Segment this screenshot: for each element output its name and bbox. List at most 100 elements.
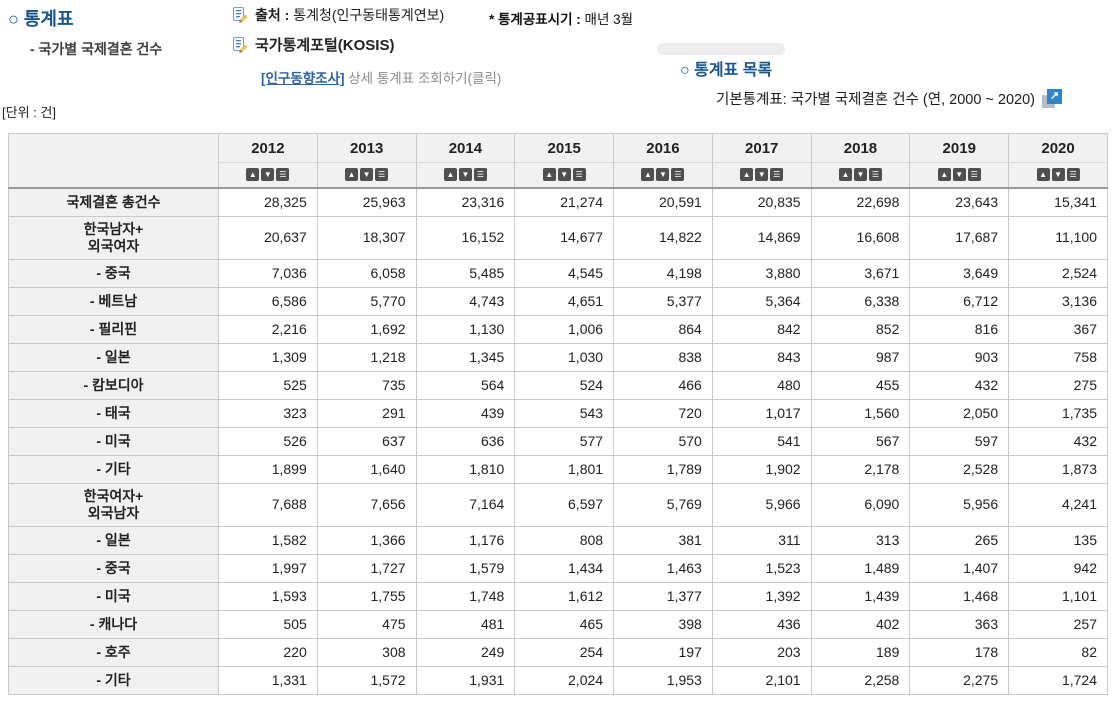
external-link-icon[interactable]: ↗	[1042, 89, 1062, 108]
row-label: - 캐나다	[8, 609, 219, 639]
sort-list-button[interactable]: ☰	[671, 168, 685, 182]
data-cell: 3,880	[711, 258, 812, 288]
data-cell: 524	[514, 370, 615, 400]
sort-asc-button[interactable]: ▲	[542, 168, 556, 182]
data-cell: 1,902	[711, 454, 812, 484]
data-cell: 1,810	[415, 454, 516, 484]
data-cell: 808	[514, 525, 615, 555]
sort-desc-button[interactable]: ▼	[360, 168, 374, 182]
sort-list-button[interactable]: ☰	[1066, 168, 1080, 182]
year-column-header: 2014	[415, 133, 516, 163]
sort-desc-button[interactable]: ▼	[261, 168, 275, 182]
data-cell: 432	[909, 370, 1010, 400]
sort-asc-button[interactable]: ▲	[838, 168, 852, 182]
data-cell: 1,692	[316, 314, 417, 344]
data-cell: 1,612	[514, 581, 615, 611]
data-cell: 903	[909, 342, 1010, 372]
sort-asc-button[interactable]: ▲	[1036, 168, 1050, 182]
data-cell: 1,735	[1008, 398, 1108, 428]
data-cell: 1,130	[415, 314, 516, 344]
data-cell: 28,325	[218, 187, 318, 217]
sort-list-button[interactable]: ☰	[967, 168, 981, 182]
sort-asc-button[interactable]: ▲	[345, 168, 359, 182]
sort-list-button[interactable]: ☰	[572, 168, 586, 182]
sort-desc-button[interactable]: ▼	[755, 168, 769, 182]
data-cell: 1,755	[316, 581, 417, 611]
data-cell: 311	[711, 525, 812, 555]
data-cell: 637	[316, 426, 417, 456]
row-label: - 중국	[8, 258, 219, 288]
data-cell: 5,377	[613, 286, 713, 316]
data-cell: 942	[1008, 553, 1108, 583]
sort-asc-button[interactable]: ▲	[246, 168, 260, 182]
row-label: - 베트남	[8, 286, 219, 316]
data-cell: 22,698	[810, 187, 911, 217]
sort-desc-button[interactable]: ▼	[853, 168, 867, 182]
data-cell: 6,090	[810, 482, 911, 527]
sort-asc-button[interactable]: ▲	[937, 168, 951, 182]
sort-desc-button[interactable]: ▼	[952, 168, 966, 182]
data-cell: 852	[810, 314, 911, 344]
data-cell: 2,216	[218, 314, 318, 344]
table-row: - 태국 323 291 439 543 720 1,017 1,560 2,050 1,735	[8, 398, 1108, 428]
sort-list-button[interactable]: ☰	[276, 168, 290, 182]
data-cell: 577	[514, 426, 615, 456]
table-row: - 중국 7,036 6,058 5,485 4,545 4,198 3,880 3,671 3…	[8, 258, 1108, 288]
data-cell: 526	[218, 426, 318, 456]
row-label: - 필리핀	[8, 314, 219, 344]
sort-list-button[interactable]: ☰	[770, 168, 784, 182]
data-cell: 6,058	[316, 258, 417, 288]
data-cell: 1,801	[514, 454, 615, 484]
table-row: - 캄보디아 525 735 564 524 466 480 455 432 275	[8, 370, 1108, 400]
sort-asc-button[interactable]: ▲	[740, 168, 754, 182]
sort-controls-cell: ▲ ▼ ☰	[810, 162, 911, 189]
data-cell: 1,724	[1008, 665, 1108, 695]
sort-asc-button[interactable]: ▲	[443, 168, 457, 182]
data-cell: 11,100	[1008, 215, 1108, 260]
international-marriage-table: 2012 2013 2014 2015 2016 2017 2018 2019 2020 ▲ ▼ ☰…	[8, 133, 1108, 695]
year-column-header: 2019	[909, 133, 1010, 163]
year-column-header: 2016	[613, 133, 713, 163]
sort-list-button[interactable]: ☰	[473, 168, 487, 182]
sort-asc-button[interactable]: ▲	[641, 168, 655, 182]
data-cell: 7,036	[218, 258, 318, 288]
data-cell: 178	[909, 637, 1010, 667]
data-cell: 720	[613, 398, 713, 428]
row-label: - 기타	[8, 454, 219, 484]
sort-list-button[interactable]: ☰	[868, 168, 882, 182]
data-cell: 1,579	[415, 553, 516, 583]
survey-link[interactable]: [인구동향조사]	[261, 71, 345, 86]
row-label: - 기타	[8, 665, 219, 695]
sort-desc-button[interactable]: ▼	[557, 168, 571, 182]
data-cell: 381	[613, 525, 713, 555]
data-cell: 1,640	[316, 454, 417, 484]
data-cell: 505	[218, 609, 318, 639]
sort-controls-cell: ▲ ▼ ☰	[514, 162, 615, 189]
sort-list-button[interactable]: ☰	[375, 168, 389, 182]
data-cell: 2,024	[514, 665, 615, 695]
data-cell: 541	[711, 426, 812, 456]
table-row: - 기타 1,899 1,640 1,810 1,801 1,789 1,902 2,178 2…	[8, 454, 1108, 484]
sort-controls-cell: ▲ ▼ ☰	[909, 162, 1010, 189]
source-line: 출처 : 통계청(인구동태통계연보)	[232, 5, 444, 25]
sort-desc-button[interactable]: ▼	[458, 168, 472, 182]
data-cell: 275	[1008, 370, 1108, 400]
sort-desc-button[interactable]: ▼	[656, 168, 670, 182]
table-row: 한국남자+ 외국여자 20,637 18,307 16,152 14,677 14,822…	[8, 215, 1108, 260]
table-row: - 미국 1,593 1,755 1,748 1,612 1,377 1,392 1,439 1…	[8, 581, 1108, 611]
data-cell: 636	[415, 426, 516, 456]
data-cell: 564	[415, 370, 516, 400]
data-cell: 367	[1008, 314, 1108, 344]
data-cell: 466	[613, 370, 713, 400]
row-label: - 미국	[8, 426, 219, 456]
table-row: - 미국 526 637 636 577 570 541 567 597 432	[8, 426, 1108, 456]
sort-desc-button[interactable]: ▼	[1051, 168, 1065, 182]
data-cell: 4,241	[1008, 482, 1108, 527]
data-cell: 15,341	[1008, 187, 1108, 217]
document-edit-icon	[233, 36, 248, 53]
table-row: 한국여자+ 외국남자 7,688 7,656 7,164 6,597 5,769 5,966…	[8, 482, 1108, 527]
table-list-item: 기본통계표: 국가별 국제결혼 건수 (연, 2000 ~ 2020) ↗	[716, 88, 1062, 109]
data-cell: 465	[514, 609, 615, 639]
data-cell: 439	[415, 398, 516, 428]
row-label: 한국남자+ 외국여자	[8, 215, 219, 260]
